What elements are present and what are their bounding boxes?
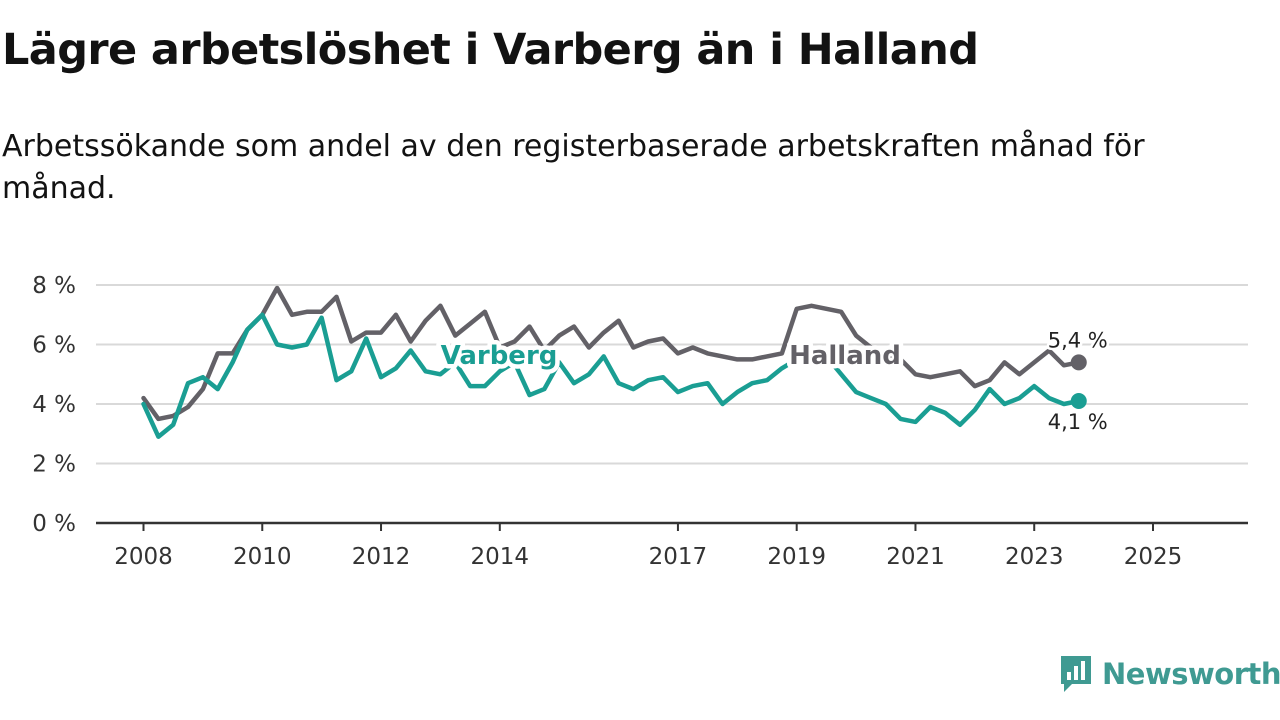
chart-title: Lägre arbetslöshet i Varberg än i Hallan… bbox=[2, 25, 979, 75]
y-tick-label: 4 % bbox=[32, 392, 76, 418]
x-axis-ticks: 2008 2010 2012 2014 2017 2019 2021 2023 2025 bbox=[114, 523, 1182, 570]
y-tick-label: 6 % bbox=[32, 333, 76, 359]
end-point-halland bbox=[1070, 354, 1087, 371]
y-tick-label: 8 % bbox=[32, 273, 76, 299]
newsworthy-logo-text: Newsworthy bbox=[1102, 657, 1280, 691]
x-tick-label: 2008 bbox=[114, 544, 173, 570]
series-label-varberg: Varberg bbox=[441, 341, 558, 371]
x-tick-label: 2025 bbox=[1124, 544, 1183, 570]
x-tick-label: 2019 bbox=[767, 544, 826, 570]
x-tick-label: 2021 bbox=[886, 544, 945, 570]
series-labels: Halland Varberg 5,4 % 4,1 % bbox=[436, 326, 1110, 437]
end-value-label-varberg: 4,1 % bbox=[1048, 410, 1108, 434]
chart-subtitle: Arbetssökande som andel av den registerb… bbox=[2, 129, 1145, 206]
newsworthy-logo: Newsworthy bbox=[1058, 654, 1280, 694]
x-tick-label: 2023 bbox=[1005, 544, 1064, 570]
series-line-varberg bbox=[141, 312, 1082, 439]
y-tick-label: 0 % bbox=[32, 511, 76, 537]
newsworthy-logo-icon bbox=[1061, 656, 1091, 692]
x-tick-label: 2012 bbox=[352, 544, 411, 570]
series-label-halland: Halland bbox=[789, 341, 901, 371]
x-tick-label: 2014 bbox=[471, 544, 530, 570]
x-tick-label: 2017 bbox=[649, 544, 708, 570]
series-lines bbox=[141, 285, 1087, 439]
line-chart: 0 % 2 % 4 % 6 % 8 % 2008 2010 2012 2014 2017 2019… bbox=[32, 273, 1248, 570]
y-tick-label: 2 % bbox=[32, 452, 76, 478]
x-tick-label: 2010 bbox=[233, 544, 292, 570]
y-axis-ticks: 0 % 2 % 4 % 6 % 8 % bbox=[32, 273, 76, 537]
end-point-varberg bbox=[1070, 393, 1087, 410]
series-line-halland bbox=[141, 285, 1082, 422]
end-value-label-halland: 5,4 % bbox=[1048, 328, 1108, 352]
